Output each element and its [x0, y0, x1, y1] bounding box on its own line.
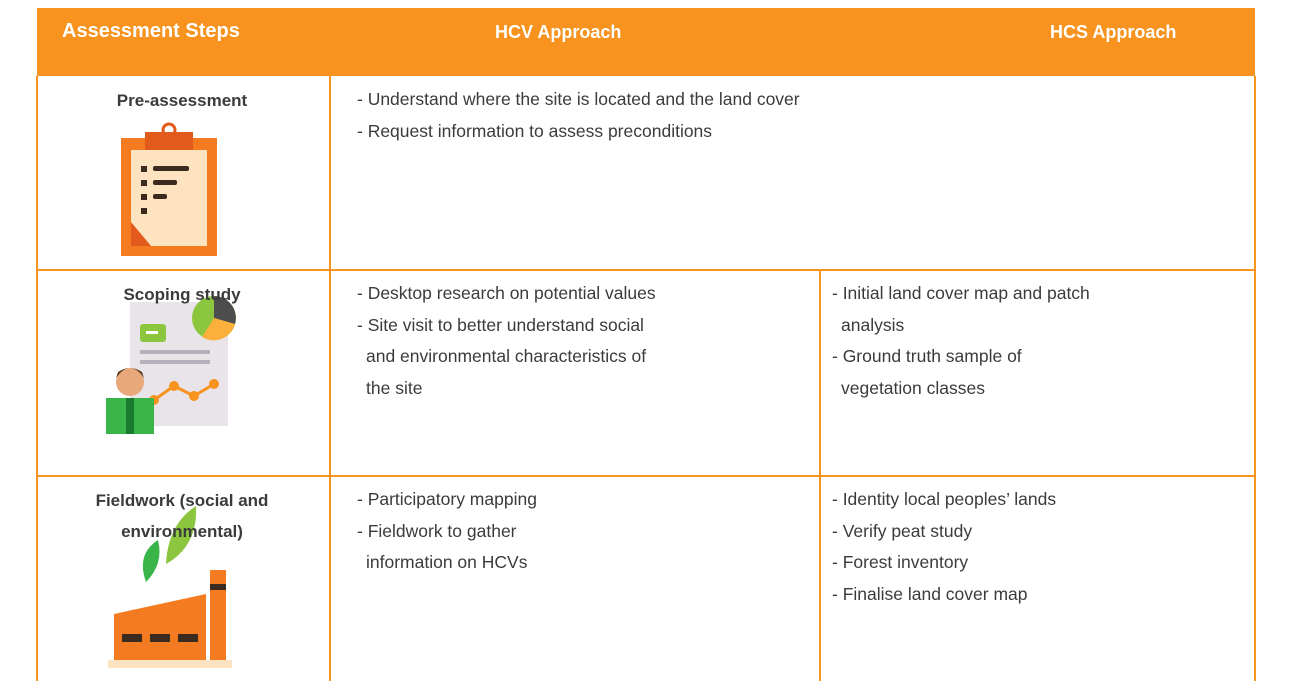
bullet-line: - Request information to assess precondi… [357, 120, 713, 141]
step-line: Scoping study [123, 285, 241, 304]
cell-text: - Understand where the site is located a… [357, 84, 800, 147]
border [1254, 76, 1256, 681]
bullet-line: information on HCVs [366, 552, 528, 572]
cell-text: - Identity local peoples’ lands - Verify … [832, 484, 1056, 610]
bullet-line: vegetation classes [841, 377, 985, 398]
step-label: Pre-assessment [42, 85, 322, 116]
border [37, 269, 1255, 271]
bullet-line: - Understand where the site is located a… [357, 89, 800, 109]
bullet-line: the site [366, 377, 423, 398]
column-header: HCV Approach [495, 22, 622, 42]
bullet-line: - Site visit to better understand social [357, 314, 644, 335]
bullet-line: and environmental characteristics of [366, 346, 647, 366]
clipboard-icon [121, 122, 217, 256]
header-row [37, 8, 1255, 76]
bullet-line: - Fieldwork to gather [357, 520, 517, 541]
scoping-icon [106, 296, 236, 434]
column-header: HCS Approach [1050, 22, 1177, 42]
bullet-line: - Forest inventory [832, 552, 969, 572]
bullet-line: - Participatory mapping [357, 489, 537, 509]
border [329, 76, 331, 681]
border [37, 475, 1255, 477]
step-label: Fieldwork (social and environmental) [42, 485, 322, 547]
bullet-line: - Ground truth sample of [832, 346, 1022, 366]
bullet-line: - Finalise land cover map [832, 583, 1028, 604]
bullet-line: - Identity local peoples’ lands [832, 489, 1057, 509]
cell-text: - Desktop research on potential values - … [357, 278, 656, 404]
step-line: Pre-assessment [116, 91, 248, 110]
bullet-line: analysis [841, 314, 905, 335]
bullet-line: - Initial land cover map and patch [832, 283, 1090, 303]
cell-text: - Initial land cover map and patch analys… [832, 278, 1090, 404]
step-line: Fieldwork (social and [95, 491, 269, 510]
border [36, 76, 38, 681]
bullet-line: - Verify peat study [832, 520, 973, 541]
cell-text: - Participatory mapping - Fieldwork to ga… [357, 484, 537, 579]
column-header: Assessment Steps [62, 20, 240, 42]
factory-icon [108, 506, 232, 668]
step-line: environmental) [121, 522, 243, 541]
bullet-line: - Desktop research on potential values [357, 283, 656, 303]
step-label: Scoping study [42, 279, 322, 310]
